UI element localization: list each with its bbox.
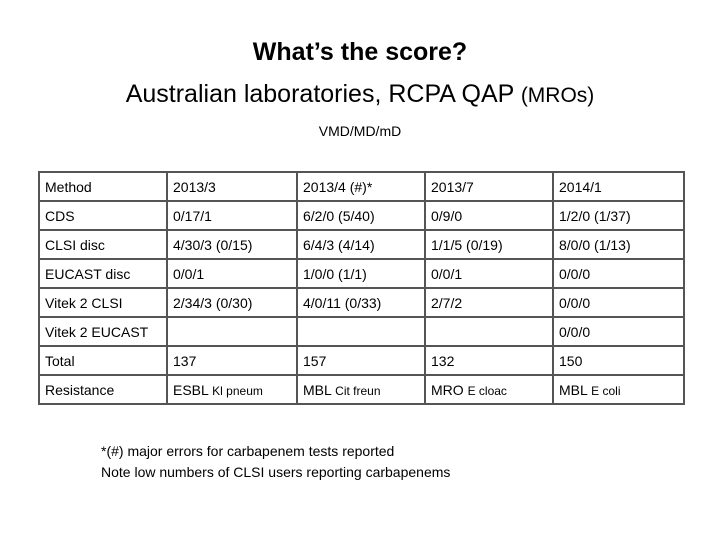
method-cell: Vitek 2 CLSI: [38, 287, 168, 318]
table-row: EUCAST disc 0/0/1 1/0/0 (1/1) 0/0/1 0/0/…: [38, 258, 685, 289]
table-row-total: Total 137 157 132 150: [38, 345, 685, 376]
table-cell: [166, 316, 298, 347]
header-cell: 2013/3: [166, 171, 298, 202]
footnote: *(#) major errors for carbapenem tests r…: [101, 443, 395, 459]
table-cell: 6/2/0 (5/40): [296, 200, 426, 231]
organism: E cloac: [467, 383, 507, 398]
results-table: Method 2013/3 2013/4 (#)* 2013/7 2014/1 …: [38, 171, 685, 405]
table-cell: 132: [424, 345, 554, 376]
table-row: Vitek 2 CLSI 2/34/3 (0/30) 4/0/11 (0/33)…: [38, 287, 685, 318]
subtitle-suffix: (MROs): [520, 84, 595, 107]
resistance-cell: ESBL Kl pneum: [166, 374, 298, 405]
table-cell: 0/0/0: [552, 316, 685, 347]
method-cell: Vitek 2 EUCAST: [38, 316, 167, 347]
table-row-resistance: Resistance ESBL Kl pneum MBL Cit freun M…: [38, 374, 685, 405]
footnote: Note low numbers of CLSI users reporting…: [101, 464, 451, 480]
table-cell: 0/17/1: [166, 200, 298, 231]
resistance-type: MBL: [303, 381, 332, 398]
organism: Kl pneum: [212, 383, 263, 398]
error-legend: VMD/MD/mD: [318, 123, 402, 139]
method-cell: CDS: [38, 200, 168, 231]
table-cell: 137: [166, 345, 298, 376]
resistance-cell: MRO E cloac: [424, 374, 554, 405]
resistance-type: MRO: [431, 381, 464, 398]
table-cell: 8/0/0 (1/13): [552, 229, 685, 260]
resistance-cell: MBL Cit freun: [296, 374, 426, 405]
resistance-cell: MBL E coli: [552, 374, 685, 405]
table-row: CDS 0/17/1 6/2/0 (5/40) 0/9/0 1/2/0 (1/3…: [38, 200, 685, 231]
table-cell: 0/0/0: [552, 287, 685, 318]
method-cell: EUCAST disc: [38, 258, 168, 289]
table-cell: 1/2/0 (1/37): [552, 200, 685, 231]
table-row: CLSI disc 4/30/3 (0/15) 6/4/3 (4/14) 1/1…: [38, 229, 685, 260]
header-cell: Method: [38, 171, 168, 202]
table-cell: 0/0/1: [424, 258, 554, 289]
table-row: Vitek 2 EUCAST 0/0/0: [38, 316, 685, 347]
table-cell: 157: [296, 345, 426, 376]
table-cell: [424, 316, 554, 347]
method-cell: Resistance: [38, 374, 168, 405]
organism: Cit freun: [335, 383, 381, 398]
resistance-type: MBL: [559, 381, 588, 398]
table-cell: 4/0/11 (0/33): [296, 287, 426, 318]
header-cell: 2013/4 (#)*: [296, 171, 426, 202]
table-cell: [296, 316, 426, 347]
slide-subtitle-heading: Australian laboratories, RCPA QAP (MROs): [0, 78, 720, 112]
method-cell: Total: [38, 345, 168, 376]
table-header-row: Method 2013/3 2013/4 (#)* 2013/7 2014/1: [38, 171, 685, 202]
resistance-type: ESBL: [173, 381, 209, 398]
table-cell: 1/1/5 (0/19): [424, 229, 554, 260]
table-cell: 2/34/3 (0/30): [166, 287, 298, 318]
method-cell: CLSI disc: [38, 229, 168, 260]
table-cell: 6/4/3 (4/14): [296, 229, 426, 260]
table-cell: 1/0/0 (1/1): [296, 258, 426, 289]
header-cell: 2014/1: [552, 171, 685, 202]
subtitle-main: Australian laboratories, RCPA QAP: [125, 80, 514, 108]
table-cell: 4/30/3 (0/15): [166, 229, 298, 260]
organism: E coli: [591, 383, 621, 398]
table-cell: 0/0/0: [552, 258, 685, 289]
slide-title: What’s the score?: [252, 38, 468, 66]
table-cell: 150: [552, 345, 685, 376]
table-cell: 2/7/2: [424, 287, 554, 318]
table-cell: 0/9/0: [424, 200, 554, 231]
footnotes: *(#) major errors for carbapenem tests r…: [101, 441, 450, 483]
header-cell: 2013/7: [424, 171, 554, 202]
table-cell: 0/0/1: [166, 258, 298, 289]
